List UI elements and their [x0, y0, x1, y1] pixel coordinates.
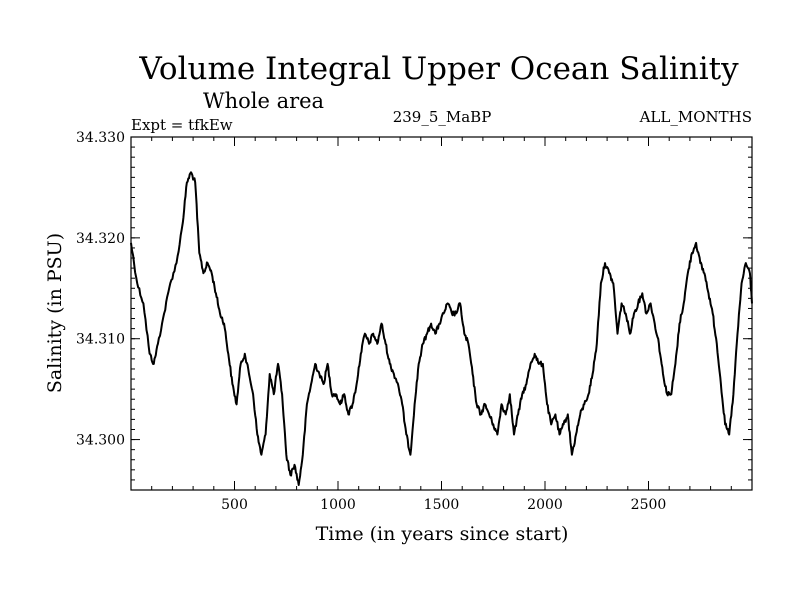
y-axis-label: Salinity (in PSU) — [44, 233, 66, 393]
y-tick-label: 34.310 — [76, 332, 125, 348]
run-label: 239_5_MaBP — [393, 108, 492, 126]
salinity-series-line — [130, 171, 753, 486]
x-axis-label: Time (in years since start) — [316, 523, 569, 545]
axis-ticks: 500 1000 1500 2000 2500 34.300 34.310 34.320 34.… — [76, 130, 752, 513]
y-tick-label: 34.320 — [76, 231, 125, 247]
plot-frame — [130, 136, 753, 491]
chart-subtitle: Whole area — [203, 89, 324, 113]
x-tick-label: 1500 — [424, 497, 460, 513]
x-tick-label: 1000 — [320, 497, 356, 513]
y-tick-label: 34.300 — [76, 433, 125, 449]
y-tick-label: 34.330 — [76, 130, 125, 146]
x-tick-label: 2500 — [631, 497, 667, 513]
x-tick-label: 2000 — [527, 497, 563, 513]
x-tick-label: 500 — [221, 497, 248, 513]
experiment-label: Expt = tfkEw — [131, 116, 233, 134]
chart-title: Volume Integral Upper Ocean Salinity — [138, 51, 739, 87]
months-label: ALL_MONTHS — [639, 108, 752, 126]
